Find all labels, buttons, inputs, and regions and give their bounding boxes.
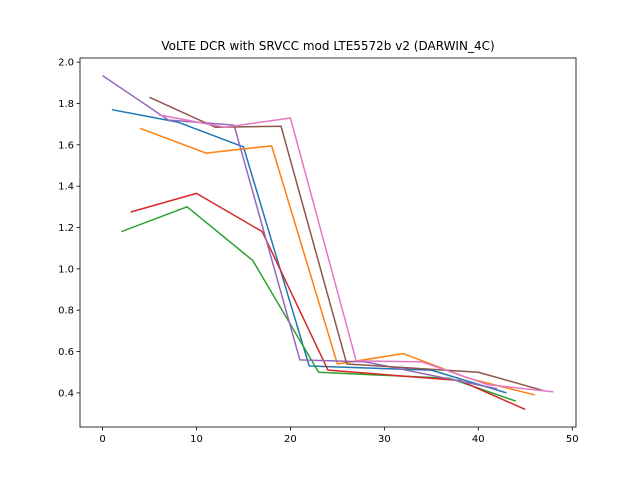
x-tick-label: 30 xyxy=(378,434,391,445)
chart-title: VoLTE DCR with SRVCC mod LTE5572b v2 (DA… xyxy=(161,39,494,53)
x-tick-label: 20 xyxy=(284,434,297,445)
series-line-7 xyxy=(158,114,554,393)
y-tick-label: 1.6 xyxy=(58,140,74,151)
y-tick-label: 1.2 xyxy=(58,223,74,234)
plot-frame xyxy=(79,57,577,428)
x-tick-label: 0 xyxy=(99,434,105,445)
y-tick-label: 1.8 xyxy=(58,99,74,110)
series-lines xyxy=(102,74,554,411)
y-tick-label: 1.4 xyxy=(58,182,74,193)
y-tick-label: 1.0 xyxy=(58,264,74,275)
series-line-1 xyxy=(111,108,507,394)
series-line-2 xyxy=(139,127,535,396)
y-tick-label: 0.6 xyxy=(58,347,74,358)
y-tick-label: 0.4 xyxy=(58,388,74,399)
series-line-6 xyxy=(149,96,545,392)
x-tick-label: 40 xyxy=(472,434,485,445)
y-tick-label: 0.8 xyxy=(58,306,74,317)
axes: 0 10 20 30 40 50 0.4 0.6 0.8 1.0 1.2 1.4 1.6 1.8 2.0 xyxy=(58,57,579,445)
series-line-3 xyxy=(121,206,517,402)
series-line-4 xyxy=(130,192,526,411)
x-tick-label: 50 xyxy=(566,434,579,445)
x-tick-label: 10 xyxy=(190,434,203,445)
y-tick-label: 2.0 xyxy=(58,58,74,69)
